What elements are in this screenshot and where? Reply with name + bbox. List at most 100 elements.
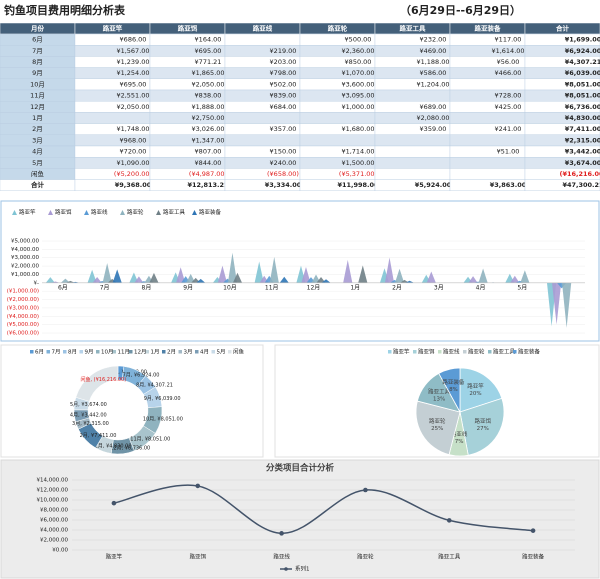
cell-value: ¥232.00 bbox=[420, 36, 447, 44]
cell-value: ¥684.00 bbox=[270, 103, 297, 111]
cell-value: ¥2,750.00 bbox=[191, 114, 224, 122]
legend-label: 7月 bbox=[52, 349, 61, 356]
legend-label: 路亚线 bbox=[91, 208, 108, 216]
pyramid bbox=[358, 265, 368, 283]
cell-value: ¥164.00 bbox=[195, 36, 222, 44]
cell-value: ¥1,888.00 bbox=[191, 103, 224, 111]
cell-value: ¥2,080.00 bbox=[416, 114, 449, 122]
data-label: 7% bbox=[455, 439, 464, 445]
data-label: 20% bbox=[469, 391, 481, 397]
y-tick-label: (¥6,000.00) bbox=[7, 331, 39, 337]
cell-value: ¥695.00 bbox=[120, 80, 147, 88]
cell-value: ¥12,813.21 bbox=[187, 181, 229, 189]
data-label: 4月, ¥3,442.00 bbox=[70, 413, 107, 419]
cell-value: ¥839.00 bbox=[270, 92, 297, 100]
x-tick-label: 5月 bbox=[517, 284, 527, 291]
column-header: 路亚饵 bbox=[178, 24, 198, 33]
table-cell bbox=[374, 168, 451, 180]
data-label: 5月, ¥3,674.00 bbox=[70, 402, 107, 408]
pyramid bbox=[50, 281, 60, 283]
cell-value: ¥6,039.00 bbox=[565, 69, 600, 77]
legend-swatch bbox=[228, 350, 232, 354]
pyramid bbox=[65, 280, 75, 283]
legend-swatch bbox=[211, 350, 215, 354]
cell-value: ¥3,600.00 bbox=[341, 80, 374, 88]
legend-marker bbox=[284, 567, 288, 571]
line-marker bbox=[111, 500, 117, 506]
legend-label: 11月 bbox=[118, 349, 131, 356]
cell-value: ¥807.00 bbox=[195, 148, 222, 156]
legend-swatch bbox=[388, 350, 392, 354]
pyramid bbox=[520, 270, 530, 283]
x-tick-label: 12月 bbox=[307, 284, 321, 291]
cell-value: ¥3,442.00 bbox=[565, 148, 600, 156]
x-tick-label: 路亚饵 bbox=[189, 553, 206, 561]
pyramid bbox=[227, 252, 238, 283]
cell-value: ¥1,614.00 bbox=[491, 47, 524, 55]
y-tick-label: ¥2,000.00 bbox=[11, 264, 39, 270]
data-label: 25% bbox=[431, 426, 443, 432]
legend-swatch bbox=[156, 210, 161, 215]
cell-value: ¥1,567.00 bbox=[116, 47, 149, 55]
cell-value: ¥6,736.00 bbox=[565, 103, 600, 111]
data-label: 闲鱼, (¥16,216.00) bbox=[80, 376, 126, 383]
pyramid bbox=[384, 257, 395, 283]
table-cell bbox=[449, 134, 526, 147]
cell-value: ¥1,347.00 bbox=[191, 136, 224, 144]
y-tick-label: ¥5,000.00 bbox=[11, 239, 39, 245]
pyramid bbox=[301, 267, 311, 283]
cell-value: (¥5,371.00) bbox=[339, 170, 377, 178]
row-label: 4月 bbox=[32, 148, 43, 156]
slice-name: 路亚饵 bbox=[474, 417, 491, 425]
cell-value: ¥3,095.00 bbox=[341, 92, 374, 100]
legend-swatch bbox=[63, 350, 67, 354]
legend-label: 路亚装备 bbox=[199, 208, 222, 216]
table-cell bbox=[224, 33, 301, 46]
row-label: 闲鱼 bbox=[31, 169, 45, 178]
data-label: 10月, ¥8,051.00 bbox=[143, 417, 183, 423]
cell-value: ¥241.00 bbox=[495, 125, 522, 133]
cell-value: ¥844.00 bbox=[195, 159, 222, 167]
legend-label: 路亚工具 bbox=[493, 348, 516, 356]
cell-value: ¥728.00 bbox=[495, 92, 522, 100]
legend-label: 路亚轮 bbox=[468, 348, 485, 356]
cell-value: ¥1,699.00 bbox=[565, 36, 600, 44]
series-line bbox=[113, 484, 534, 535]
slice-name: 路亚轮 bbox=[429, 417, 446, 425]
row-label: 2月 bbox=[32, 125, 43, 133]
table-cell bbox=[449, 78, 526, 91]
cell-value: ¥838.00 bbox=[195, 92, 222, 100]
legend-swatch bbox=[162, 350, 166, 354]
cell-value: ¥2,050.00 bbox=[116, 103, 149, 111]
table-cell bbox=[74, 112, 151, 124]
y-tick-label: ¥6,000.00 bbox=[40, 518, 68, 524]
cell-value: ¥1,680.00 bbox=[341, 125, 374, 133]
legend-label: 系列1 bbox=[295, 565, 310, 573]
legend-label: 4月 bbox=[200, 349, 209, 356]
table-cell bbox=[224, 134, 301, 147]
x-tick-label: 路亚工具 bbox=[438, 553, 461, 561]
cell-value: ¥3,026.00 bbox=[191, 125, 224, 133]
y-tick-label: ¥8,000.00 bbox=[40, 508, 68, 514]
date-range: （6月29日--6月29日） bbox=[400, 4, 521, 17]
line-marker bbox=[195, 483, 201, 489]
row-label: 8月 bbox=[32, 58, 43, 66]
data-label: 12月, ¥6,736.00 bbox=[110, 445, 150, 451]
legend-swatch bbox=[12, 210, 17, 215]
pyramid bbox=[562, 282, 572, 328]
x-tick-label: 路亚线 bbox=[273, 553, 290, 561]
legend-swatch bbox=[488, 350, 492, 354]
pyramid bbox=[394, 268, 405, 283]
y-tick-label: ¥3,000.00 bbox=[11, 255, 39, 261]
legend-label: 10月 bbox=[101, 349, 114, 356]
pyramid bbox=[510, 275, 520, 283]
pyramid bbox=[217, 265, 228, 283]
cell-value: ¥4,307.21 bbox=[565, 58, 600, 66]
cell-value: ¥2,050.00 bbox=[191, 80, 224, 88]
y-tick-label: ¥4,000.00 bbox=[11, 247, 39, 253]
cell-value: ¥3,674.00 bbox=[565, 159, 600, 167]
cell-value: ¥2,360.00 bbox=[341, 47, 374, 55]
cell-value: ¥1,714.00 bbox=[341, 148, 374, 156]
cell-value: ¥2,551.00 bbox=[116, 92, 149, 100]
pyramid bbox=[92, 277, 102, 283]
